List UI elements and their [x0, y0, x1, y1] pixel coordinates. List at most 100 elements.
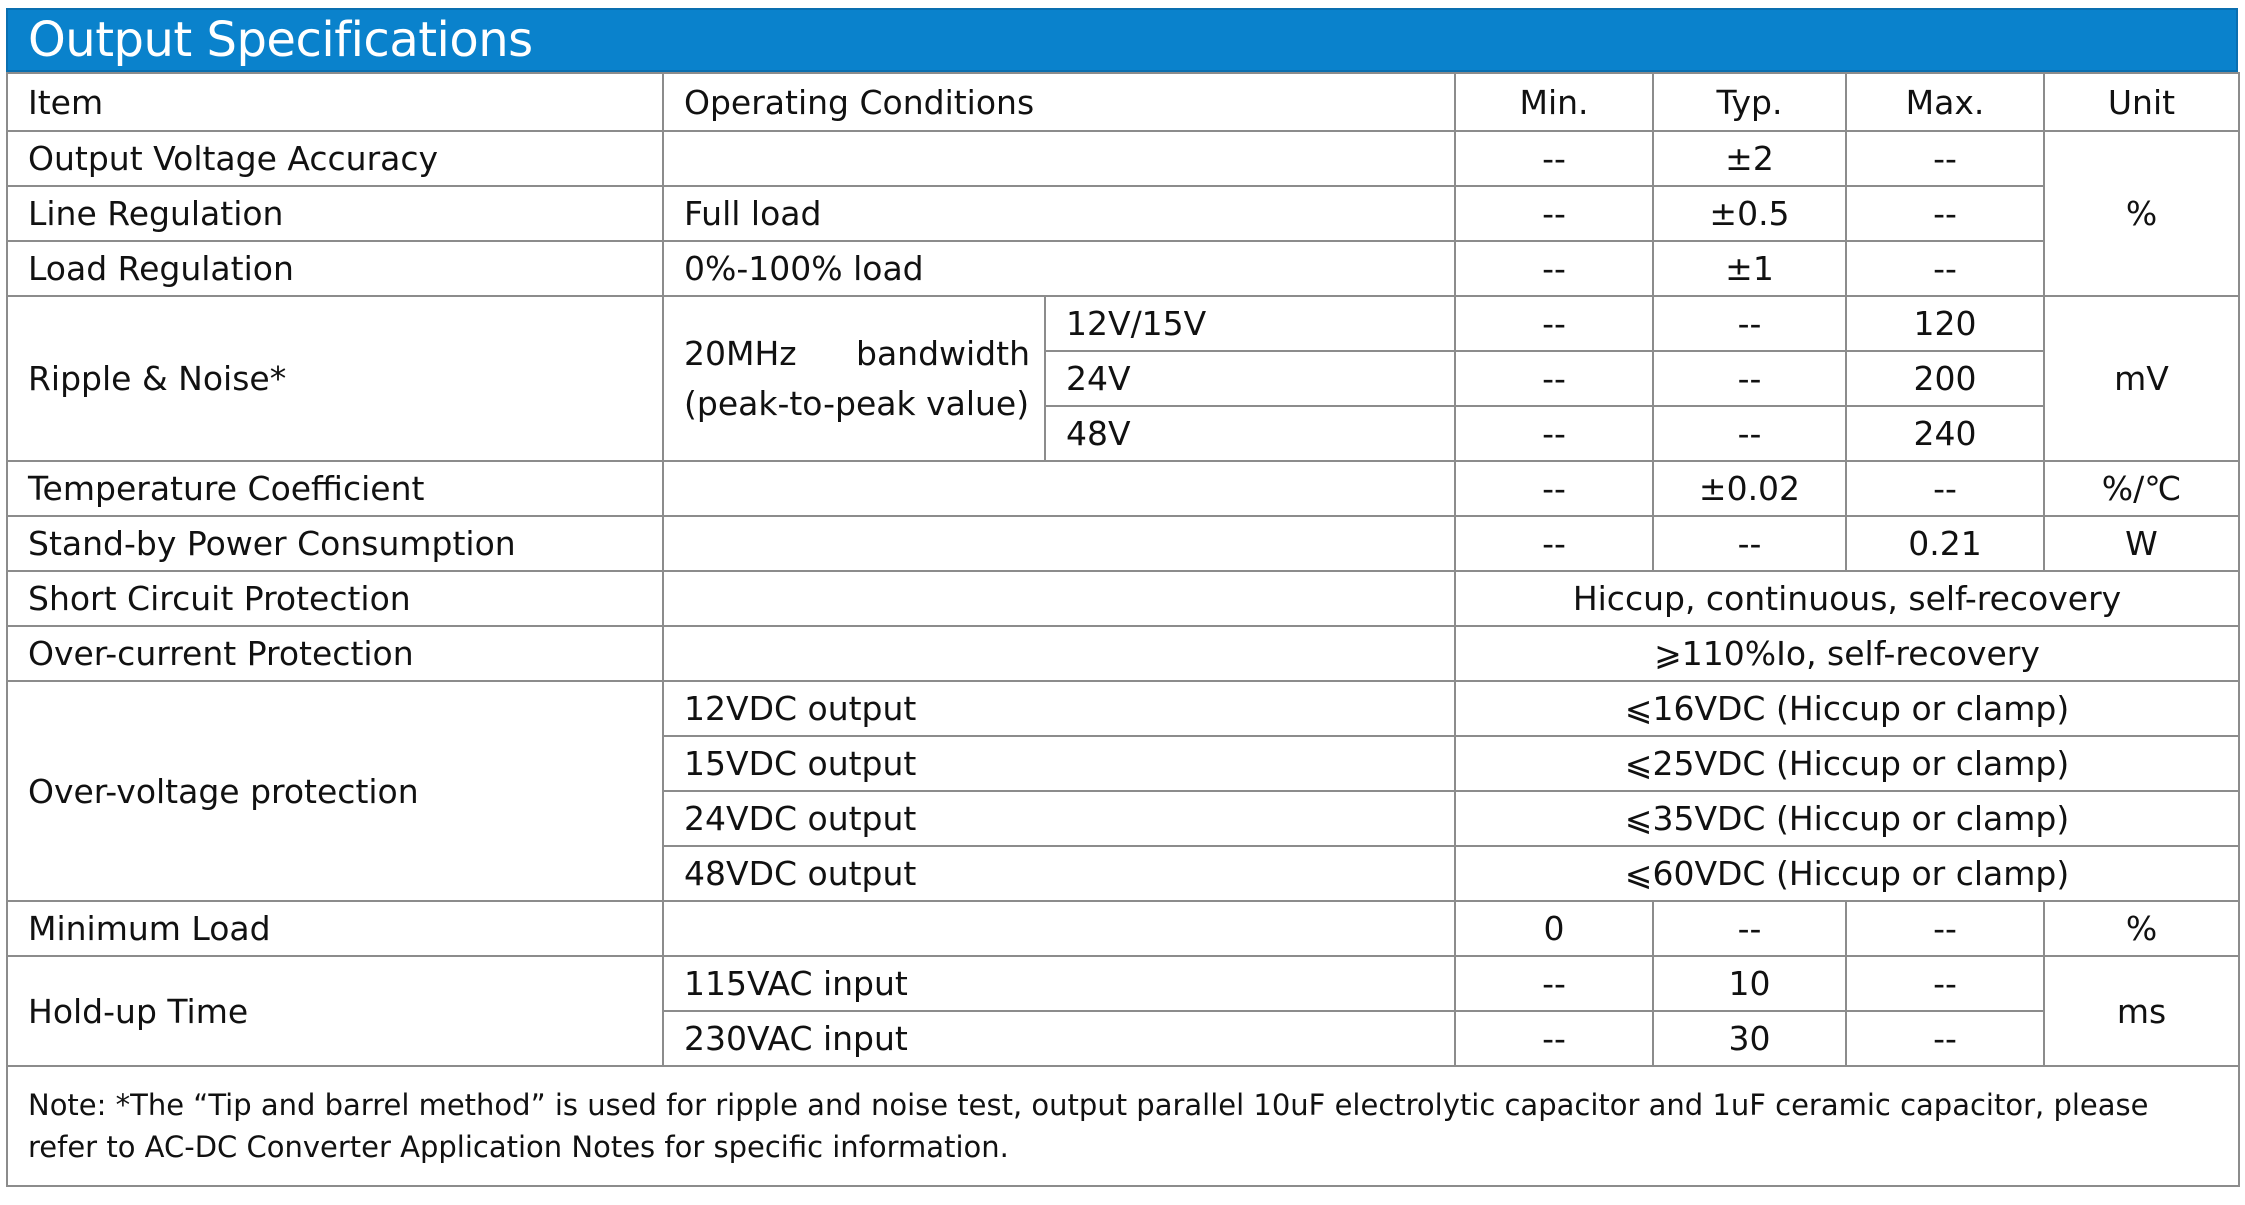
- row-max: --: [1845, 240, 2045, 297]
- row-min: --: [1454, 515, 1654, 572]
- row-typ: ±1: [1652, 240, 1847, 297]
- table-row: Load Regulation 0%-100% load -- ±1 --: [6, 240, 2239, 297]
- row-min: --: [1454, 130, 1654, 187]
- row-typ: --: [1652, 405, 1847, 462]
- row-item: Minimum Load: [6, 900, 664, 957]
- header-unit: Unit: [2043, 72, 2240, 132]
- row-conditions: 115VAC input: [662, 955, 1456, 1012]
- row-value: ⩽35VDC (Hiccup or clamp): [1454, 790, 2240, 847]
- row-conditions: 12VDC output: [662, 680, 1456, 737]
- row-subcondition: 48V: [1044, 405, 1456, 462]
- section-title: Output Specifications: [6, 8, 2238, 72]
- row-item: Temperature Coefficient: [6, 460, 664, 517]
- row-unit: W: [2043, 515, 2240, 572]
- row-value: ⩾110%Io, self-recovery: [1454, 625, 2240, 682]
- ripple-conditions-text: 20MHz bandwidth (peak-to-peak value): [684, 333, 1030, 423]
- row-typ: --: [1652, 515, 1847, 572]
- row-subcondition: 24V: [1044, 350, 1456, 407]
- row-unit: mV: [2043, 295, 2240, 462]
- table-row: Line Regulation Full load -- ±0.5 --: [6, 185, 2239, 242]
- row-min: --: [1454, 185, 1654, 242]
- row-conditions: [662, 515, 1456, 572]
- row-value: Hiccup, continuous, self-recovery: [1454, 570, 2240, 627]
- row-max: --: [1845, 955, 2045, 1012]
- output-spec-table: Item Operating Conditions Min. Typ. Max.…: [6, 72, 2240, 1187]
- note-row: Note: *The “Tip and barrel method” is us…: [6, 1065, 2240, 1187]
- row-unit: %: [2043, 130, 2240, 297]
- row-conditions: 24VDC output: [662, 790, 1456, 847]
- row-conditions: [662, 460, 1456, 517]
- row-max: --: [1845, 185, 2045, 242]
- row-item: Over-current Protection: [6, 625, 664, 682]
- row-unit: ms: [2043, 955, 2240, 1067]
- header-max: Max.: [1845, 72, 2045, 132]
- row-min: 0: [1454, 900, 1654, 957]
- row-max: 0.21: [1845, 515, 2045, 572]
- row-min: --: [1454, 350, 1654, 407]
- header-conditions: Operating Conditions: [662, 72, 1456, 132]
- row-typ: ±2: [1652, 130, 1847, 187]
- row-conditions: [662, 570, 1456, 627]
- row-typ: ±0.02: [1652, 460, 1847, 517]
- row-conditions: [662, 900, 1456, 957]
- row-max: --: [1845, 130, 2045, 187]
- table-row: Ripple & Noise* 20MHz bandwidth (peak-to…: [6, 295, 2240, 462]
- row-max: --: [1845, 460, 2045, 517]
- row-max: --: [1845, 900, 2045, 957]
- row-conditions: 48VDC output: [662, 845, 1456, 902]
- table-row: Over-current Protection ⩾110%Io, self-re…: [6, 625, 2240, 682]
- row-typ: ±0.5: [1652, 185, 1847, 242]
- row-min: --: [1454, 405, 1654, 462]
- output-spec-sheet: Output Specifications Item Operating Con…: [6, 8, 2240, 1187]
- row-max: --: [1845, 1010, 2045, 1067]
- row-item: Hold-up Time: [6, 955, 664, 1067]
- row-conditions: [662, 130, 1456, 187]
- table-row: Stand-by Power Consumption -- -- 0.21 W: [6, 515, 2240, 572]
- row-min: --: [1454, 1010, 1654, 1067]
- note-text: Note: *The “Tip and barrel method” is us…: [6, 1065, 2240, 1187]
- table-row: 48VDC output ⩽60VDC (Hiccup or clamp): [7, 845, 2240, 902]
- table-row: Over-voltage protection 12VDC output ⩽16…: [6, 680, 2240, 902]
- row-item: Stand-by Power Consumption: [6, 515, 664, 572]
- row-conditions: 15VDC output: [662, 735, 1456, 792]
- table-row: 48V -- -- 240: [7, 405, 2239, 462]
- row-conditions: 230VAC input: [662, 1010, 1456, 1067]
- table-row: Hold-up Time 115VAC input -- 10 -- ms: [6, 955, 2240, 1067]
- row-item: Ripple & Noise*: [6, 295, 664, 462]
- row-max: 240: [1845, 405, 2045, 462]
- header-min: Min.: [1454, 72, 1654, 132]
- row-item: Load Regulation: [6, 240, 664, 297]
- row-conditions: [662, 625, 1456, 682]
- row-conditions: 20MHz bandwidth (peak-to-peak value): [662, 295, 1046, 462]
- row-item: Short Circuit Protection: [6, 570, 664, 627]
- row-typ: 30: [1652, 1010, 1847, 1067]
- row-item: Over-voltage protection: [6, 680, 664, 902]
- table-row: Temperature Coefficient -- ±0.02 -- %/℃: [6, 460, 2240, 517]
- row-conditions: 0%-100% load: [662, 240, 1456, 297]
- row-typ: --: [1652, 900, 1847, 957]
- row-value: ⩽60VDC (Hiccup or clamp): [1454, 845, 2240, 902]
- header-typ: Typ.: [1652, 72, 1847, 132]
- row-min: --: [1454, 955, 1654, 1012]
- row-typ: --: [1652, 350, 1847, 407]
- table-row: Output Voltage Accuracy -- ±2 -- %: [6, 130, 2240, 297]
- row-unit: %: [2043, 900, 2240, 957]
- row-item: Output Voltage Accuracy: [6, 130, 664, 187]
- table-row: 24V -- -- 200: [7, 350, 2239, 407]
- row-typ: --: [1652, 295, 1847, 352]
- header-item: Item: [6, 72, 664, 132]
- row-min: --: [1454, 240, 1654, 297]
- table-row: Short Circuit Protection Hiccup, continu…: [6, 570, 2240, 627]
- table-header-row: Item Operating Conditions Min. Typ. Max.…: [6, 72, 2240, 132]
- table-row: Minimum Load 0 -- -- %: [6, 900, 2240, 957]
- row-conditions: Full load: [662, 185, 1456, 242]
- row-subcondition: 12V/15V: [1044, 295, 1456, 352]
- table-row: 24VDC output ⩽35VDC (Hiccup or clamp): [7, 790, 2240, 847]
- row-typ: 10: [1652, 955, 1847, 1012]
- row-min: --: [1454, 295, 1654, 352]
- row-item: Line Regulation: [6, 185, 664, 242]
- table-row: 230VAC input -- 30 --: [7, 1010, 2239, 1067]
- row-value: ⩽16VDC (Hiccup or clamp): [1454, 680, 2240, 737]
- row-unit: %/℃: [2043, 460, 2240, 517]
- row-max: 200: [1845, 350, 2045, 407]
